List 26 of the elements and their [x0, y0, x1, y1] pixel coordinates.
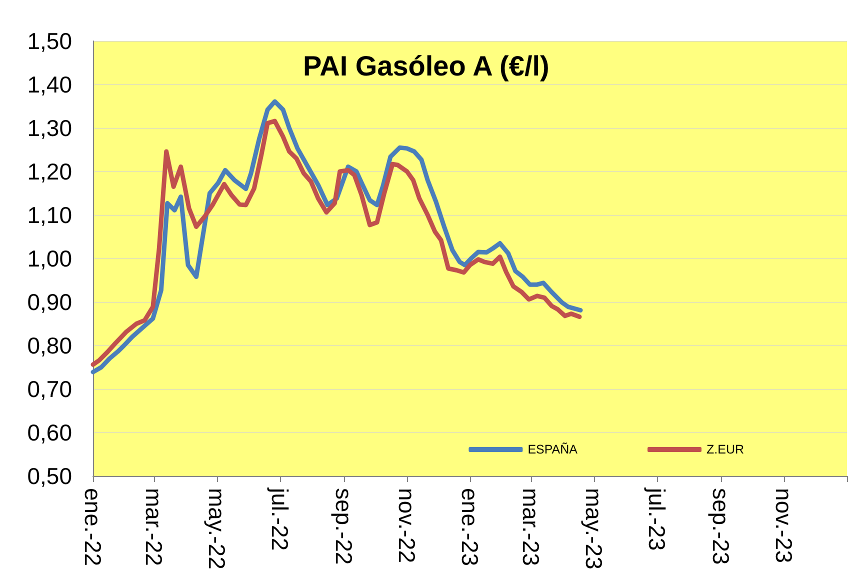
y-tick-label: 1,50 — [27, 28, 72, 54]
legend-label: Z.EUR — [706, 442, 744, 456]
x-tick-label: mar.-23 — [518, 488, 544, 566]
y-tick-label: 1,00 — [27, 246, 72, 272]
x-tick-label: sep.-23 — [708, 488, 734, 565]
y-tick-label: 1,30 — [27, 115, 72, 141]
x-tick-label: nov.-23 — [770, 488, 797, 564]
x-tick-label: may.-22 — [204, 488, 230, 570]
x-tick-label: ene.-23 — [457, 488, 483, 566]
x-tick-label: jul.-22 — [266, 487, 293, 551]
y-tick-label: 0,60 — [27, 420, 72, 446]
x-tick-label: nov.-22 — [394, 488, 420, 564]
y-tick-label: 0,80 — [27, 332, 72, 358]
x-tick-label: mar.-22 — [140, 488, 167, 566]
y-tick-label: 0,70 — [27, 376, 72, 402]
x-tick-label: sep.-22 — [330, 488, 357, 565]
x-tick-label: jul.-23 — [644, 487, 670, 551]
y-tick-label: 0,50 — [27, 463, 72, 489]
y-tick-label: 0,90 — [27, 289, 72, 315]
y-tick-label: 1,20 — [27, 158, 72, 184]
y-tick-label: 1,40 — [27, 72, 72, 98]
chart-title: PAI Gasóleo A (€/l) — [303, 50, 550, 82]
x-tick-label: may.-23 — [580, 488, 607, 570]
y-tick-label: 1,10 — [27, 202, 72, 228]
x-tick-label: ene.-22 — [80, 488, 106, 566]
legend-label: ESPAÑA — [528, 442, 578, 456]
